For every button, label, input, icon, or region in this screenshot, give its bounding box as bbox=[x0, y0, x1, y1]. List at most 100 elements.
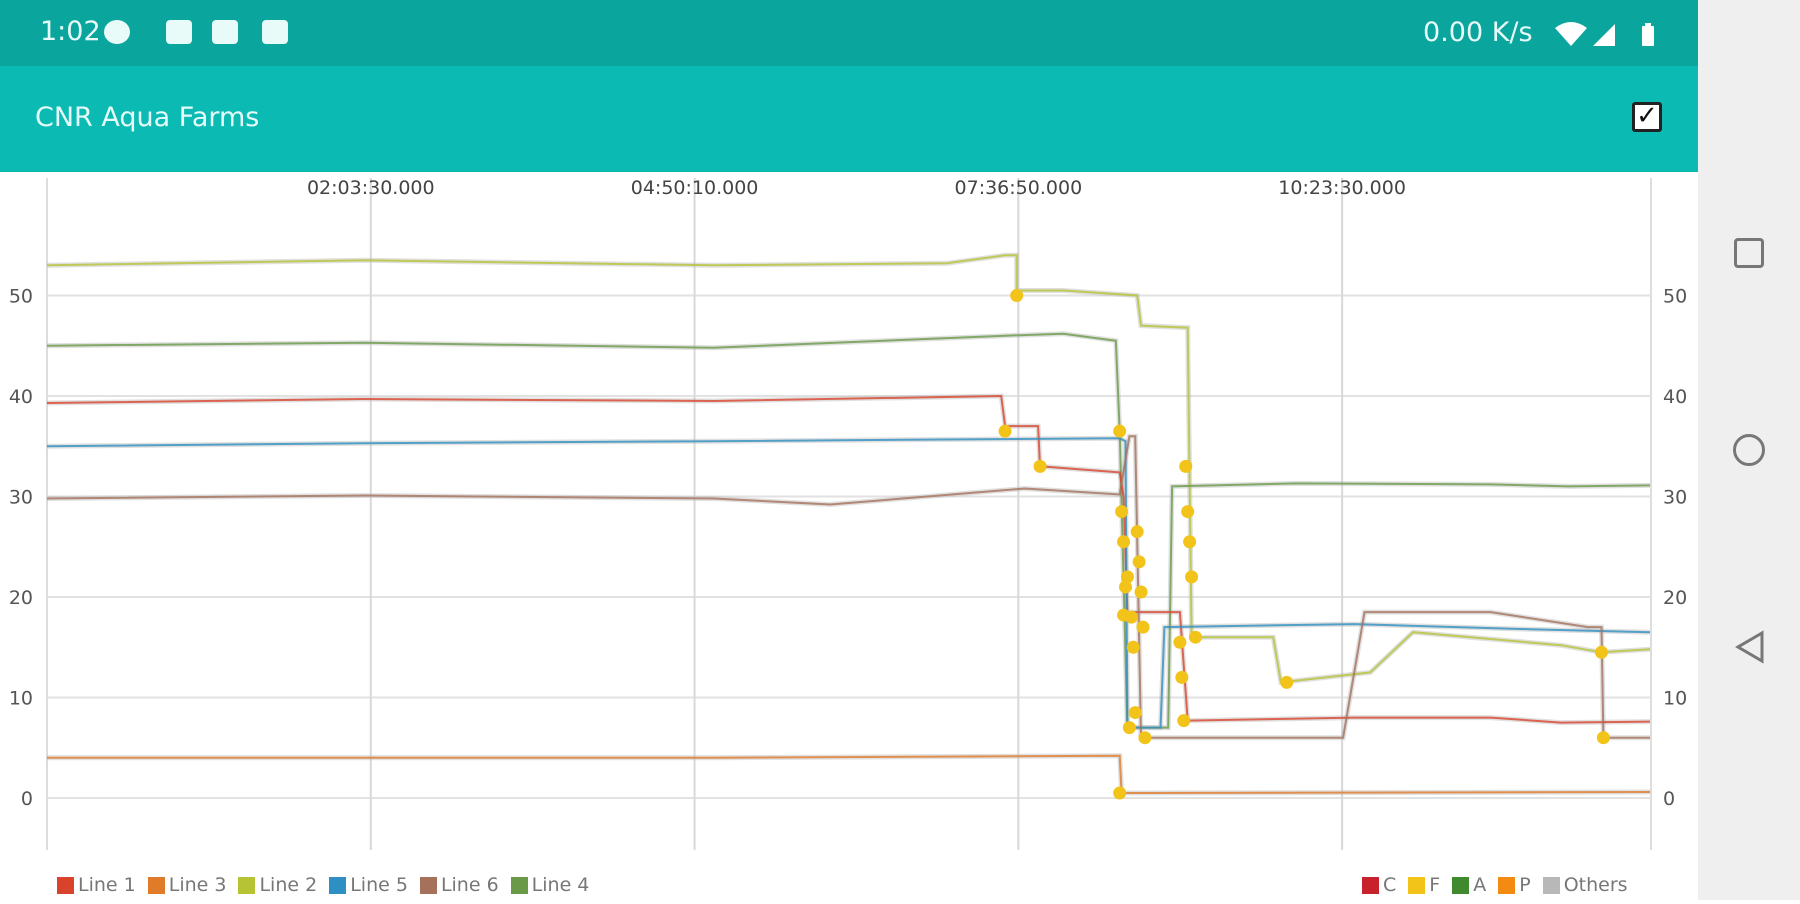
event-marker bbox=[1179, 459, 1193, 473]
legend-swatch bbox=[147, 876, 165, 894]
home-circle-icon[interactable] bbox=[1733, 434, 1765, 466]
event-marker bbox=[1117, 535, 1131, 549]
y-tick-label-left: 40 bbox=[9, 386, 33, 408]
chat-bubble-icon bbox=[104, 20, 130, 44]
app-bar: CNR Aqua Farms ✓ bbox=[0, 66, 1698, 172]
legend-item[interactable]: P bbox=[1498, 874, 1531, 896]
others-band bbox=[46, 331, 1651, 731]
checkbox-checked-icon[interactable]: ✓ bbox=[1632, 102, 1662, 132]
y-tick-label-left: 0 bbox=[21, 788, 33, 810]
line-chart: 0 0 10 10 20 20 30 30 40 40 50 50 02:03:30.000 04:50:… bbox=[0, 172, 1698, 900]
wifi-signal-battery-icons bbox=[1555, 22, 1654, 46]
legend-label: Line 3 bbox=[168, 874, 227, 896]
legend-label: Line 2 bbox=[259, 874, 318, 896]
y-tick-label-left: 50 bbox=[9, 286, 33, 308]
legend-label: Others bbox=[1563, 874, 1628, 896]
series-line-line-6 bbox=[46, 435, 1650, 739]
event-marker bbox=[1119, 580, 1133, 594]
legend-swatch bbox=[1542, 876, 1560, 894]
y-tick-label-right: 30 bbox=[1663, 487, 1687, 509]
series-line-line-2 bbox=[46, 254, 1651, 684]
recents-square-icon[interactable] bbox=[1734, 238, 1764, 268]
event-marker bbox=[1136, 620, 1150, 634]
legend-swatch bbox=[510, 876, 528, 894]
event-marker bbox=[1122, 721, 1136, 735]
legend-swatch bbox=[419, 876, 437, 894]
event-marker bbox=[1181, 505, 1195, 519]
series-line-line-4 bbox=[46, 332, 1651, 729]
x-tick-label: 10:23:30.000 bbox=[1278, 177, 1406, 199]
legend-swatch bbox=[329, 876, 347, 894]
legend-categories: C F A P Others bbox=[1362, 874, 1636, 896]
event-marker bbox=[1177, 714, 1191, 728]
event-marker bbox=[1188, 630, 1202, 644]
legend-swatch bbox=[1498, 876, 1516, 894]
legend-label: Line 5 bbox=[350, 874, 408, 896]
event-marker bbox=[998, 424, 1012, 438]
legend-series: Line 1 Line 3 Line 2 Line 5 Line 6 Line 4 bbox=[57, 874, 597, 896]
others-band bbox=[46, 252, 1651, 686]
y-tick-label-right: 20 bbox=[1663, 587, 1687, 609]
image-icon bbox=[262, 20, 288, 44]
event-marker bbox=[1113, 786, 1127, 800]
event-marker bbox=[1124, 610, 1138, 624]
gmail-stack-icon bbox=[212, 20, 238, 44]
legend-item[interactable]: Line 3 bbox=[147, 874, 227, 896]
legend-label: Line 1 bbox=[78, 874, 136, 896]
legend-swatch bbox=[1452, 876, 1470, 894]
event-marker bbox=[1280, 675, 1294, 689]
series-line-line-3 bbox=[47, 754, 1651, 795]
chart-svg: 0 0 10 10 20 20 30 30 40 40 50 50 02:03:30.000 04:50:… bbox=[9, 177, 1687, 850]
event-marker bbox=[1132, 555, 1146, 569]
legend-label: F bbox=[1429, 874, 1441, 896]
event-marker bbox=[1128, 706, 1142, 720]
navigation-bar bbox=[1698, 0, 1800, 900]
event-marker bbox=[1120, 570, 1134, 584]
event-marker bbox=[1115, 505, 1129, 519]
legend-label: C bbox=[1383, 874, 1397, 896]
legend-item[interactable]: Line 4 bbox=[510, 874, 590, 896]
x-tick-label: 07:36:50.000 bbox=[955, 177, 1083, 199]
event-marker bbox=[1134, 585, 1148, 599]
legend-item[interactable]: A bbox=[1452, 874, 1486, 896]
event-marker bbox=[1596, 731, 1610, 745]
event-marker bbox=[1594, 645, 1608, 659]
legend-swatch bbox=[1362, 876, 1379, 894]
y-tick-label-left: 30 bbox=[9, 487, 33, 509]
event-marker bbox=[1010, 289, 1024, 302]
event-marker bbox=[1113, 424, 1127, 438]
app-title: CNR Aqua Farms bbox=[35, 102, 260, 133]
legend-label: P bbox=[1519, 874, 1531, 896]
legend-item[interactable]: Line 6 bbox=[419, 874, 499, 896]
y-tick-label-left: 20 bbox=[9, 587, 33, 609]
status-time: 1:02 bbox=[40, 16, 101, 47]
event-marker bbox=[1126, 640, 1140, 654]
event-marker bbox=[1183, 535, 1197, 549]
others-band bbox=[47, 753, 1651, 796]
legend-label: A bbox=[1473, 874, 1487, 896]
y-tick-label-right: 50 bbox=[1663, 286, 1687, 308]
signal-icon bbox=[1593, 24, 1615, 46]
legend-swatch bbox=[238, 876, 256, 894]
legend-item[interactable]: Others bbox=[1542, 874, 1628, 896]
others-band bbox=[46, 433, 1650, 741]
legend-label: Line 4 bbox=[531, 874, 590, 896]
x-tick-label: 02:03:30.000 bbox=[307, 177, 435, 199]
legend-swatch bbox=[1408, 876, 1426, 894]
event-marker bbox=[1173, 635, 1187, 649]
y-tick-label-right: 10 bbox=[1663, 688, 1687, 710]
legend-label: Line 6 bbox=[440, 874, 499, 896]
legend-item[interactable]: Line 5 bbox=[329, 874, 408, 896]
legend-item[interactable]: C bbox=[1362, 874, 1396, 896]
legend-item[interactable]: Line 1 bbox=[57, 874, 136, 896]
legend-swatch bbox=[57, 876, 74, 894]
battery-icon bbox=[1642, 26, 1654, 46]
event-marker bbox=[1138, 731, 1152, 745]
legend-item[interactable]: F bbox=[1408, 874, 1440, 896]
status-bar: 1:02 0.00 K/s bbox=[0, 0, 1698, 66]
event-marker bbox=[1175, 670, 1189, 684]
y-tick-label-right: 40 bbox=[1663, 386, 1687, 408]
wifi-icon bbox=[1555, 22, 1587, 46]
legend-item[interactable]: Line 2 bbox=[238, 874, 317, 896]
back-triangle-icon[interactable] bbox=[1734, 630, 1766, 664]
